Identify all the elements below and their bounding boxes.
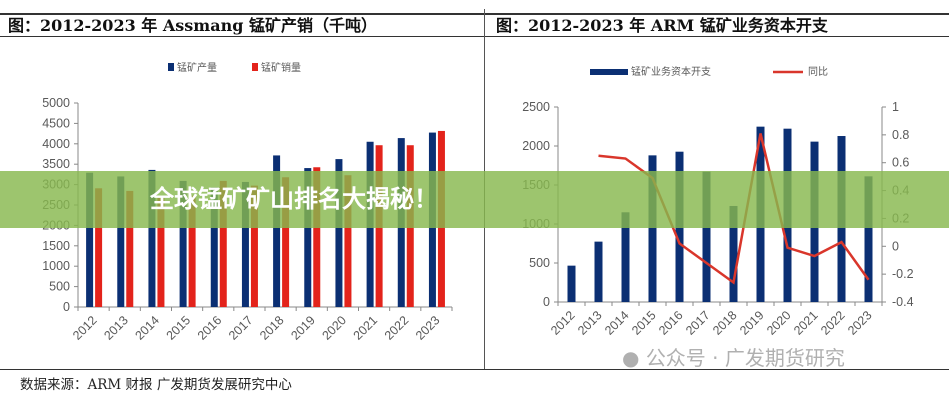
y-tick-label: 0	[63, 300, 70, 314]
wechat-icon: ●	[622, 346, 640, 370]
title-rule	[0, 36, 949, 37]
bar-capex	[729, 205, 738, 302]
banner-overlay	[0, 171, 949, 228]
bar-sales	[250, 185, 258, 307]
left-chart-title: 图：2012-2023 年 Assmang 锰矿产销（千吨）	[8, 16, 377, 35]
legend-swatch-capex	[590, 69, 628, 75]
bar-production	[148, 169, 156, 307]
bar-sales	[313, 167, 321, 307]
legend-label-sales: 锰矿销量	[261, 61, 301, 74]
x-tick-label: 2014	[132, 313, 162, 343]
bar-sales	[219, 180, 227, 307]
bar-sales	[282, 177, 290, 307]
y-tick-label: 4000	[42, 137, 70, 151]
x-tick-label: 2016	[195, 313, 225, 343]
bar-sales	[344, 175, 352, 307]
y-tick-label: 3500	[42, 157, 70, 171]
bar-capex	[648, 155, 657, 302]
x-tick-label: 2015	[629, 308, 659, 338]
bar-sales	[157, 196, 165, 307]
x-tick-label: 2023	[413, 313, 443, 343]
x-tick-label: 2017	[683, 308, 713, 338]
bar-production	[304, 168, 312, 307]
watermark-text: 公众号 · 广发期货研究	[645, 346, 845, 370]
x-tick-label: 2018	[257, 313, 287, 343]
x-tick-label: 2013	[101, 313, 131, 343]
x-tick-label: 2021	[351, 313, 381, 343]
x-tick-label: 2023	[845, 308, 875, 338]
data-source: 数据来源：ARM 财报 广发期货发展研究中心	[20, 377, 292, 393]
y-tick-label: 1500	[42, 239, 70, 253]
top-rule	[0, 13, 949, 15]
x-tick-label: 2022	[382, 313, 412, 343]
y-tick-label: 2000	[522, 139, 550, 153]
y-tick-label: 5000	[42, 96, 70, 110]
legend-label-production: 锰矿产量	[177, 61, 217, 74]
y2-tick-label: -0.2	[892, 267, 914, 281]
x-tick-label: 2020	[319, 313, 349, 343]
bar-production	[335, 159, 343, 307]
y-tick-label: 500	[529, 256, 550, 270]
y-tick-label: 0	[543, 295, 550, 309]
y2-tick-label: -0.4	[892, 295, 914, 309]
x-tick-label: 2016	[656, 308, 686, 338]
bar-production	[117, 176, 125, 307]
bottom-rule	[0, 369, 949, 370]
bar-sales	[95, 188, 103, 307]
x-tick-label: 2021	[791, 308, 821, 338]
bar-capex	[594, 241, 603, 302]
x-tick-label: 2020	[764, 308, 794, 338]
legend-swatch-sales	[252, 63, 258, 71]
x-tick-label: 2019	[737, 308, 767, 338]
watermark: ● 公众号 · 广发期货研究	[622, 348, 845, 368]
bar-production	[86, 172, 94, 307]
legend-label-yoy: 同比	[808, 66, 828, 78]
x-tick-label: 2019	[288, 313, 318, 343]
y2-tick-label: 1	[892, 100, 899, 114]
bar-production	[179, 180, 187, 307]
legend-swatch-production	[168, 63, 174, 71]
bar-production	[210, 187, 218, 307]
bar-sales	[126, 190, 134, 307]
y-tick-label: 500	[49, 280, 70, 294]
y-tick-label: 1000	[42, 259, 70, 273]
bar-production	[273, 155, 281, 307]
bar-sales	[188, 195, 196, 307]
bar-capex	[864, 176, 873, 302]
right-chart-title: 图：2012-2023 年 ARM 锰矿业务资本开支	[496, 16, 828, 35]
x-tick-label: 2012	[548, 308, 578, 338]
x-tick-label: 2017	[226, 313, 256, 343]
legend-label-capex: 锰矿业务资本开支	[631, 65, 711, 78]
y2-tick-label: 0.8	[892, 128, 909, 142]
x-tick-label: 2013	[575, 308, 605, 338]
bar-capex	[567, 265, 576, 302]
bar-production	[241, 181, 249, 307]
bar-capex	[702, 171, 711, 302]
y-tick-label: 4500	[42, 116, 70, 130]
x-tick-label: 2012	[70, 313, 100, 343]
y2-tick-label: 0	[892, 239, 899, 253]
y2-tick-label: 0.6	[892, 156, 909, 170]
x-tick-label: 2014	[602, 308, 632, 338]
banner-headline: 全球锰矿矿山排名大揭秘！	[150, 185, 438, 213]
x-tick-label: 2018	[710, 308, 740, 338]
y-tick-label: 2500	[522, 100, 550, 114]
x-tick-label: 2022	[818, 308, 848, 338]
x-tick-label: 2015	[164, 313, 194, 343]
bar-capex	[621, 212, 630, 302]
